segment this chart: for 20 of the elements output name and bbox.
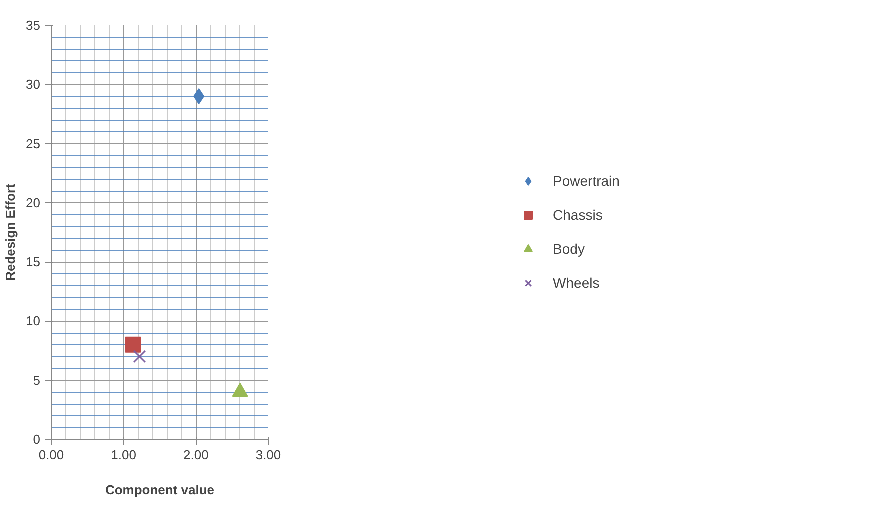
x-tick-label: 2.00 bbox=[184, 448, 209, 462]
x-tick-label: 3.00 bbox=[256, 448, 282, 462]
y-tick-label: 0 bbox=[33, 432, 41, 447]
y-tick-label: 10 bbox=[26, 314, 41, 329]
point bbox=[133, 350, 146, 364]
y-tick-label: 30 bbox=[26, 77, 41, 92]
x-axis-title: Component value bbox=[105, 482, 215, 498]
legend-label: Powertrain bbox=[553, 173, 620, 189]
legend-label: Chassis bbox=[553, 207, 603, 223]
y-tick-label: 25 bbox=[26, 136, 41, 152]
x-tick-label: 0.00 bbox=[38, 448, 64, 462]
legend-label: Wheels bbox=[553, 275, 600, 291]
x-tick-label: 1.00 bbox=[111, 448, 136, 462]
y-axis-title: Redesign Effort bbox=[3, 183, 18, 281]
point bbox=[125, 336, 142, 353]
y-tick-label: 15 bbox=[26, 254, 41, 270]
y-tick-label: 20 bbox=[26, 195, 41, 210]
y-tick-label: 5 bbox=[33, 372, 41, 388]
legend-label: Body bbox=[553, 241, 585, 257]
y-tick-label: 35 bbox=[26, 18, 41, 33]
